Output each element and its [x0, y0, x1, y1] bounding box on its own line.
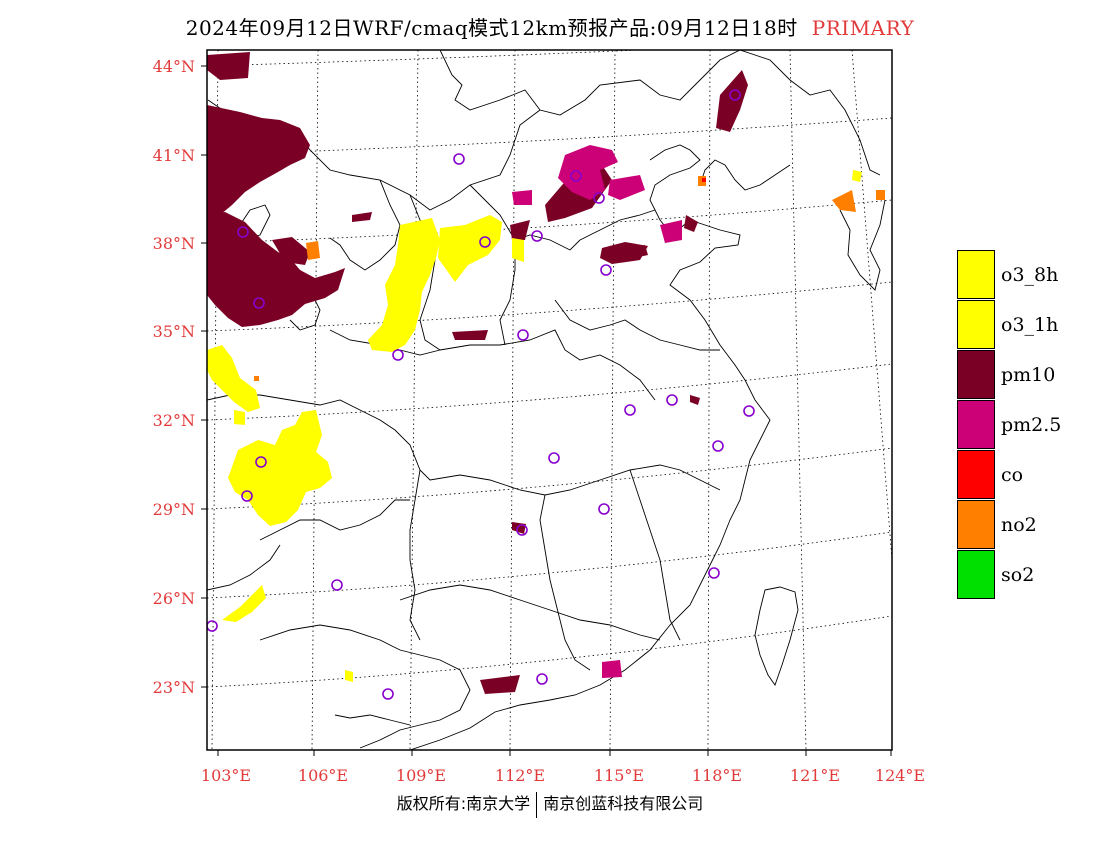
legend-swatch: [957, 250, 995, 299]
map-content: [207, 50, 892, 750]
axis-ticks: [201, 65, 892, 756]
lon-label-121: 121°E: [790, 766, 840, 785]
legend-label: o3_8h: [1001, 264, 1059, 286]
boundaries: [207, 50, 886, 750]
legend-label: so2: [1001, 564, 1035, 586]
longitude-labels: 103°E 106°E 109°E 112°E 115°E 118°E 121°…: [201, 766, 925, 785]
legend-item: pm2.5: [957, 400, 1061, 450]
lon-label-109: 109°E: [396, 766, 446, 785]
footer-separator: [536, 791, 538, 818]
legend-item: o3_1h: [957, 300, 1061, 350]
footer-left: 版权所有:南京大学: [396, 794, 531, 813]
o3-areas: [207, 170, 862, 682]
legend-item: so2: [957, 550, 1061, 600]
lon-label-112: 112°E: [495, 766, 545, 785]
legend-item: pm10: [957, 350, 1061, 400]
lon-label-103: 103°E: [201, 766, 251, 785]
legend-swatch: [957, 500, 995, 549]
legend: o3_8h o3_1h pm10 pm2.5 co no2 so2: [957, 250, 1061, 600]
lon-label-115: 115°E: [594, 766, 644, 785]
copyright-footer: 版权所有:南京大学 南京创蓝科技有限公司: [0, 790, 1100, 818]
lat-label-44: 44°N: [153, 57, 195, 76]
lon-label-106: 106°E: [298, 766, 348, 785]
legend-label: o3_1h: [1001, 314, 1059, 336]
co-areas: [702, 178, 706, 182]
latitude-labels: 44°N 41°N 38°N 35°N 32°N 29°N 26°N 23°N: [153, 57, 195, 697]
legend-swatch: [957, 300, 995, 349]
title-text: 2024年09月12日WRF/cmaq模式12km预报产品:09月12日18时: [185, 16, 798, 40]
lat-label-32: 32°N: [153, 411, 195, 430]
legend-swatch: [957, 450, 995, 499]
lon-label-124: 124°E: [875, 766, 925, 785]
station-markers: [207, 89, 755, 700]
legend-label: no2: [1001, 514, 1037, 536]
lat-label-26: 26°N: [153, 589, 195, 608]
map-frame: [206, 49, 893, 751]
lon-label-118: 118°E: [692, 766, 742, 785]
title-flag: PRIMARY: [811, 16, 915, 40]
pm10-areas: [207, 52, 748, 694]
lat-label-23: 23°N: [153, 678, 195, 697]
map-title: 2024年09月12日WRF/cmaq模式12km预报产品:09月12日18时 P…: [0, 12, 1100, 41]
lat-label-29: 29°N: [153, 500, 195, 519]
lat-label-38: 38°N: [153, 234, 195, 253]
legend-swatch: [957, 350, 995, 399]
legend-item: co: [957, 450, 1061, 500]
legend-item: o3_8h: [957, 250, 1061, 300]
legend-label: co: [1001, 464, 1024, 486]
footer-right: 南京创蓝科技有限公司: [543, 794, 704, 813]
legend-swatch: [957, 550, 995, 599]
pm25-areas: [512, 145, 682, 678]
legend-label: pm10: [1001, 364, 1056, 386]
legend-label: pm2.5: [1001, 414, 1062, 436]
lat-label-35: 35°N: [153, 322, 195, 341]
legend-swatch: [957, 400, 995, 449]
lat-label-41: 41°N: [153, 146, 195, 165]
legend-item: no2: [957, 500, 1061, 550]
